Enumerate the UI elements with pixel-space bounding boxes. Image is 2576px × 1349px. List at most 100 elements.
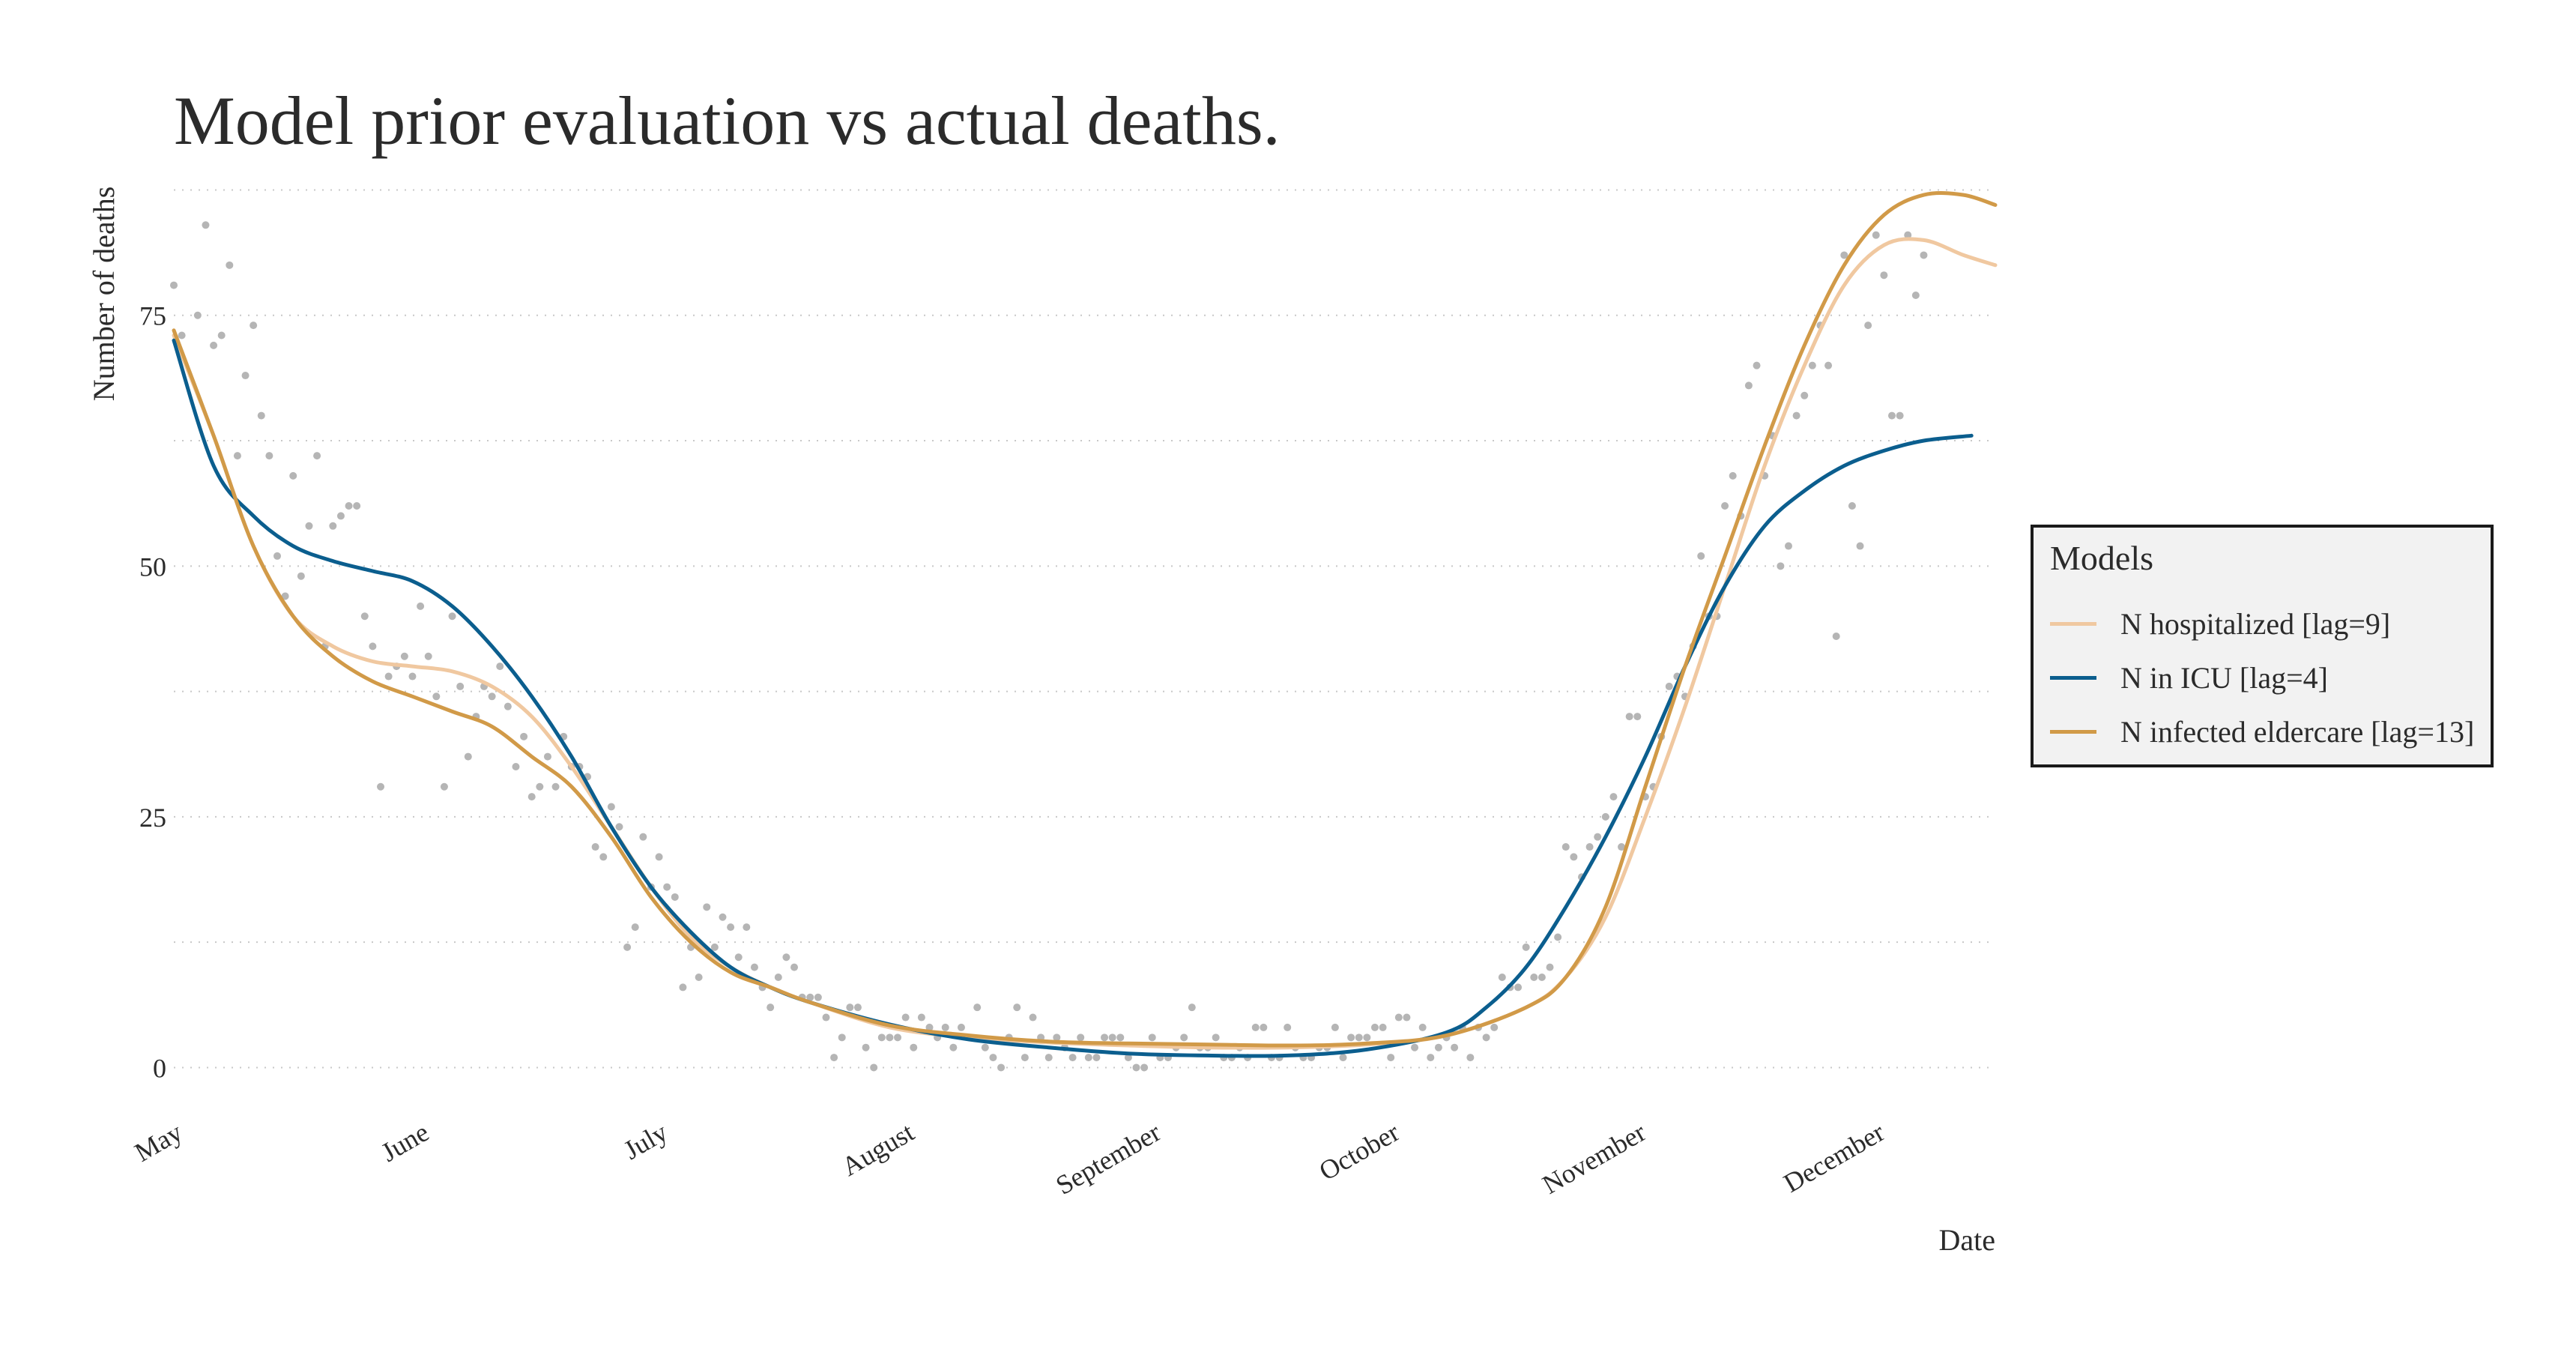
data-point bbox=[679, 983, 687, 992]
data-point bbox=[663, 883, 671, 891]
data-point bbox=[1744, 381, 1753, 390]
data-point bbox=[1880, 271, 1888, 280]
data-point bbox=[1721, 502, 1729, 510]
data-point bbox=[1331, 1023, 1339, 1031]
data-point bbox=[536, 782, 544, 791]
data-point bbox=[1633, 713, 1642, 721]
data-point bbox=[1856, 542, 1864, 550]
data-point bbox=[1021, 1054, 1029, 1062]
data-point bbox=[1363, 1033, 1371, 1042]
data-point bbox=[1609, 793, 1618, 801]
data-point bbox=[408, 672, 417, 680]
data-point bbox=[202, 221, 210, 229]
legend-label-hospitalized: N hospitalized [lag=9] bbox=[2120, 606, 2391, 641]
data-point bbox=[241, 372, 250, 380]
data-point bbox=[360, 612, 369, 621]
data-point bbox=[1546, 963, 1554, 971]
y-tick-labels: 0 25 50 75 bbox=[139, 301, 166, 1084]
data-point bbox=[1355, 1033, 1363, 1042]
data-point bbox=[822, 1013, 830, 1021]
data-point bbox=[250, 322, 258, 330]
data-point bbox=[1212, 1033, 1220, 1042]
data-point bbox=[949, 1043, 958, 1051]
data-point bbox=[973, 1004, 982, 1012]
data-point bbox=[703, 903, 711, 911]
data-point bbox=[1427, 1054, 1435, 1062]
legend-swatch-icu bbox=[2050, 675, 2096, 680]
data-point bbox=[1530, 974, 1538, 982]
data-point bbox=[1618, 843, 1626, 851]
data-point bbox=[1347, 1033, 1355, 1042]
legend: Models N hospitalized [lag=9] N in ICU [… bbox=[2031, 525, 2494, 767]
data-point bbox=[170, 281, 178, 289]
data-point bbox=[782, 953, 790, 962]
data-point bbox=[910, 1043, 918, 1051]
x-tick-label-september: September bbox=[1050, 1117, 1165, 1201]
x-tick-label-december: December bbox=[1779, 1117, 1890, 1198]
data-point bbox=[226, 261, 234, 269]
data-point bbox=[846, 1004, 854, 1012]
data-point bbox=[210, 341, 218, 349]
data-point bbox=[599, 853, 608, 861]
legend-swatch-hospitalized bbox=[2050, 621, 2096, 626]
data-point bbox=[424, 652, 432, 660]
data-point bbox=[1482, 1033, 1490, 1042]
data-point bbox=[1124, 1054, 1132, 1062]
data-point bbox=[981, 1043, 989, 1051]
data-point bbox=[1387, 1054, 1395, 1062]
data-point bbox=[257, 411, 265, 420]
data-point bbox=[894, 1033, 902, 1042]
data-point bbox=[1466, 1054, 1475, 1062]
y-tick-label-75: 75 bbox=[139, 301, 166, 331]
data-point bbox=[233, 452, 241, 460]
data-point bbox=[1411, 1043, 1419, 1051]
data-point bbox=[336, 512, 345, 520]
data-point bbox=[1729, 471, 1737, 480]
data-point bbox=[1522, 943, 1530, 951]
data-point bbox=[734, 953, 743, 962]
data-point bbox=[615, 823, 623, 831]
data-point bbox=[639, 833, 647, 841]
data-point bbox=[527, 793, 536, 801]
legend-title: Models bbox=[2050, 539, 2153, 577]
data-point bbox=[1013, 1004, 1021, 1012]
data-point bbox=[901, 1013, 910, 1021]
data-point bbox=[1585, 843, 1594, 851]
data-point bbox=[1418, 1023, 1427, 1031]
data-point bbox=[217, 331, 226, 339]
data-point bbox=[313, 452, 321, 460]
y-tick-label-50: 50 bbox=[139, 552, 166, 582]
data-point bbox=[345, 502, 353, 510]
data-point bbox=[1832, 633, 1840, 640]
data-point bbox=[1077, 1033, 1085, 1042]
legend-swatch-eldercare bbox=[2050, 729, 2096, 734]
data-point bbox=[790, 963, 799, 971]
x-axis-label: Date bbox=[1938, 1223, 1995, 1257]
data-point bbox=[1864, 322, 1872, 330]
data-point bbox=[456, 682, 465, 690]
data-point bbox=[774, 974, 782, 982]
data-point bbox=[917, 1013, 925, 1021]
data-point bbox=[623, 943, 632, 951]
data-point bbox=[1451, 1043, 1459, 1051]
data-point bbox=[448, 612, 456, 621]
data-point bbox=[543, 752, 551, 761]
data-point bbox=[512, 762, 520, 770]
data-point bbox=[1108, 1033, 1116, 1042]
data-point bbox=[1084, 1054, 1092, 1062]
data-point bbox=[607, 803, 615, 811]
data-point bbox=[265, 452, 273, 460]
data-point bbox=[957, 1023, 965, 1031]
data-point bbox=[377, 782, 385, 791]
data-point bbox=[1911, 291, 1920, 299]
data-point bbox=[655, 853, 663, 861]
grid-lines bbox=[174, 189, 1995, 1069]
data-point bbox=[1697, 552, 1705, 560]
data-point bbox=[695, 974, 703, 982]
x-tick-label-august: August bbox=[837, 1117, 919, 1182]
x-tick-label-july: July bbox=[619, 1117, 673, 1165]
data-point bbox=[1904, 231, 1912, 239]
data-point bbox=[1260, 1023, 1268, 1031]
data-point bbox=[1554, 933, 1562, 941]
data-point bbox=[1920, 251, 1928, 259]
